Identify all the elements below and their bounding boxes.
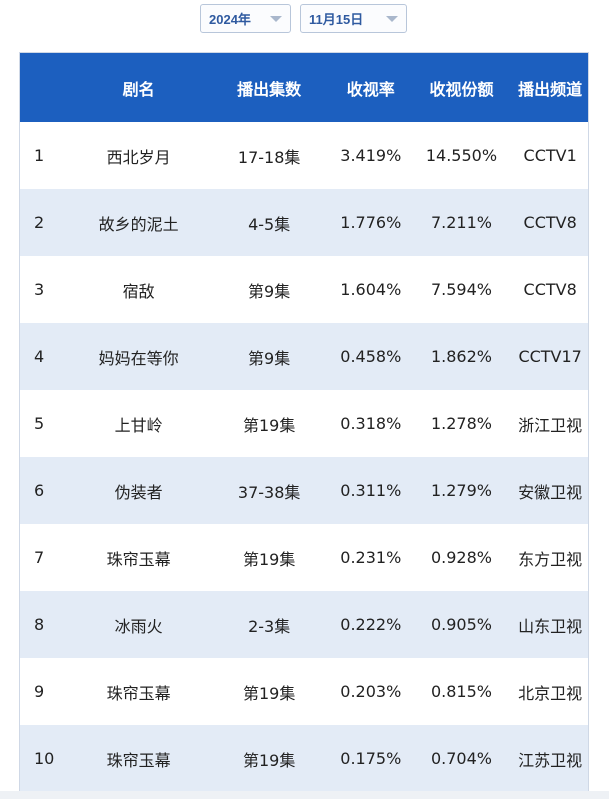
header-drama-name: 剧名 bbox=[122, 79, 155, 99]
episodes-cell: 第19集 bbox=[242, 750, 296, 770]
rank-cell: 9 bbox=[34, 682, 45, 701]
table-row: 8 冰雨火 2-3集 0.222% 0.905% 山东卫视 bbox=[20, 591, 588, 658]
header-rank bbox=[20, 53, 70, 122]
table-row: 9 珠帘玉幕 第19集 0.203% 0.815% 北京卫视 bbox=[20, 658, 588, 725]
rating-cell: 1.776% bbox=[340, 213, 402, 232]
table-row: 2 故乡的泥土 4-5集 1.776% 7.211% CCTV8 bbox=[20, 189, 588, 256]
share-cell: 1.278% bbox=[430, 414, 492, 433]
table-row: 1 西北岁月 17-18集 3.419% 14.550% CCTV1 bbox=[20, 122, 588, 189]
share-cell: 0.704% bbox=[430, 749, 492, 768]
rating-cell: 0.318% bbox=[340, 414, 402, 433]
channel-cell: CCTV17 bbox=[518, 347, 582, 366]
rating-cell: 0.175% bbox=[340, 749, 402, 768]
drama-name-cell: 珠帘玉幕 bbox=[106, 549, 171, 569]
drama-name-cell: 上甘岭 bbox=[114, 415, 163, 435]
date-select[interactable]: 11月15日 bbox=[300, 4, 407, 33]
rank-cell: 5 bbox=[34, 414, 45, 433]
share-cell: 14.550% bbox=[425, 146, 498, 165]
rank-cell: 7 bbox=[34, 548, 45, 567]
rating-cell: 3.419% bbox=[340, 146, 402, 165]
episodes-cell: 4-5集 bbox=[248, 214, 291, 234]
drama-name-cell: 冰雨火 bbox=[114, 616, 163, 636]
drama-name-cell: 珠帘玉幕 bbox=[106, 750, 171, 770]
header-rating: 收视率 bbox=[346, 79, 395, 99]
drama-name-cell: 珠帘玉幕 bbox=[106, 683, 171, 703]
channel-cell: CCTV8 bbox=[523, 213, 577, 232]
episodes-cell: 37-38集 bbox=[237, 482, 301, 502]
header-share: 收视份额 bbox=[429, 79, 494, 99]
rating-cell: 0.458% bbox=[340, 347, 402, 366]
episodes-cell: 第19集 bbox=[242, 415, 296, 435]
table-row: 3 宿敌 第9集 1.604% 7.594% CCTV8 bbox=[20, 256, 588, 323]
ratings-table: 剧名 播出集数 收视率 收视份额 播出频道 1 西北岁月 17-18集 3.41… bbox=[19, 52, 589, 792]
rating-cell: 0.222% bbox=[340, 615, 402, 634]
episodes-cell: 2-3集 bbox=[248, 616, 291, 636]
rank-cell: 3 bbox=[34, 280, 45, 299]
share-cell: 1.862% bbox=[430, 347, 492, 366]
drama-name-cell: 西北岁月 bbox=[106, 147, 171, 167]
channel-cell: 浙江卫视 bbox=[518, 415, 583, 435]
chevron-down-icon bbox=[270, 16, 282, 22]
episodes-cell: 17-18集 bbox=[237, 147, 301, 167]
bottom-band bbox=[0, 791, 609, 799]
drama-name-cell: 伪装者 bbox=[114, 482, 163, 502]
channel-cell: 山东卫视 bbox=[518, 616, 583, 636]
rank-cell: 8 bbox=[34, 615, 45, 634]
rank-cell: 1 bbox=[34, 146, 45, 165]
drama-name-cell: 妈妈在等你 bbox=[98, 348, 179, 368]
episodes-cell: 第19集 bbox=[242, 549, 296, 569]
share-cell: 7.211% bbox=[430, 213, 492, 232]
table-row: 6 伪装者 37-38集 0.311% 1.279% 安徽卫视 bbox=[20, 457, 588, 524]
episodes-cell: 第9集 bbox=[248, 281, 291, 301]
channel-cell: 江苏卫视 bbox=[518, 750, 583, 770]
table-row: 5 上甘岭 第19集 0.318% 1.278% 浙江卫视 bbox=[20, 390, 588, 457]
table-row: 7 珠帘玉幕 第19集 0.231% 0.928% 东方卫视 bbox=[20, 524, 588, 591]
share-cell: 1.279% bbox=[430, 481, 492, 500]
rank-cell: 6 bbox=[34, 481, 45, 500]
channel-cell: CCTV8 bbox=[523, 280, 577, 299]
rank-cell: 10 bbox=[34, 749, 55, 768]
share-cell: 0.815% bbox=[430, 682, 492, 701]
rank-cell: 4 bbox=[34, 347, 45, 366]
share-cell: 0.928% bbox=[430, 548, 492, 567]
year-select-value: 2024年 bbox=[209, 12, 251, 27]
chevron-down-icon bbox=[386, 16, 398, 22]
channel-cell: CCTV1 bbox=[523, 146, 577, 165]
year-select[interactable]: 2024年 bbox=[200, 4, 291, 33]
drama-name-cell: 宿敌 bbox=[122, 281, 155, 301]
drama-name-cell: 故乡的泥土 bbox=[98, 214, 179, 234]
filter-bar: 2024年 11月15日 bbox=[0, 4, 609, 34]
share-cell: 0.905% bbox=[430, 615, 492, 634]
episodes-cell: 第19集 bbox=[242, 683, 296, 703]
episodes-cell: 第9集 bbox=[248, 348, 291, 368]
rating-cell: 0.311% bbox=[340, 481, 402, 500]
channel-cell: 东方卫视 bbox=[518, 549, 583, 569]
rating-cell: 1.604% bbox=[340, 280, 402, 299]
share-cell: 7.594% bbox=[430, 280, 492, 299]
header-episodes: 播出集数 bbox=[237, 79, 302, 99]
channel-cell: 安徽卫视 bbox=[518, 482, 583, 502]
rating-cell: 0.203% bbox=[340, 682, 402, 701]
rating-cell: 0.231% bbox=[340, 548, 402, 567]
rank-cell: 2 bbox=[34, 213, 45, 232]
date-select-value: 11月15日 bbox=[309, 12, 364, 27]
table-row: 4 妈妈在等你 第9集 0.458% 1.862% CCTV17 bbox=[20, 323, 588, 390]
header-channel: 播出频道 bbox=[518, 79, 583, 99]
channel-cell: 北京卫视 bbox=[518, 683, 583, 703]
table-header-row: 剧名 播出集数 收视率 收视份额 播出频道 bbox=[20, 53, 588, 122]
table-row: 10 珠帘玉幕 第19集 0.175% 0.704% 江苏卫视 bbox=[20, 725, 588, 792]
